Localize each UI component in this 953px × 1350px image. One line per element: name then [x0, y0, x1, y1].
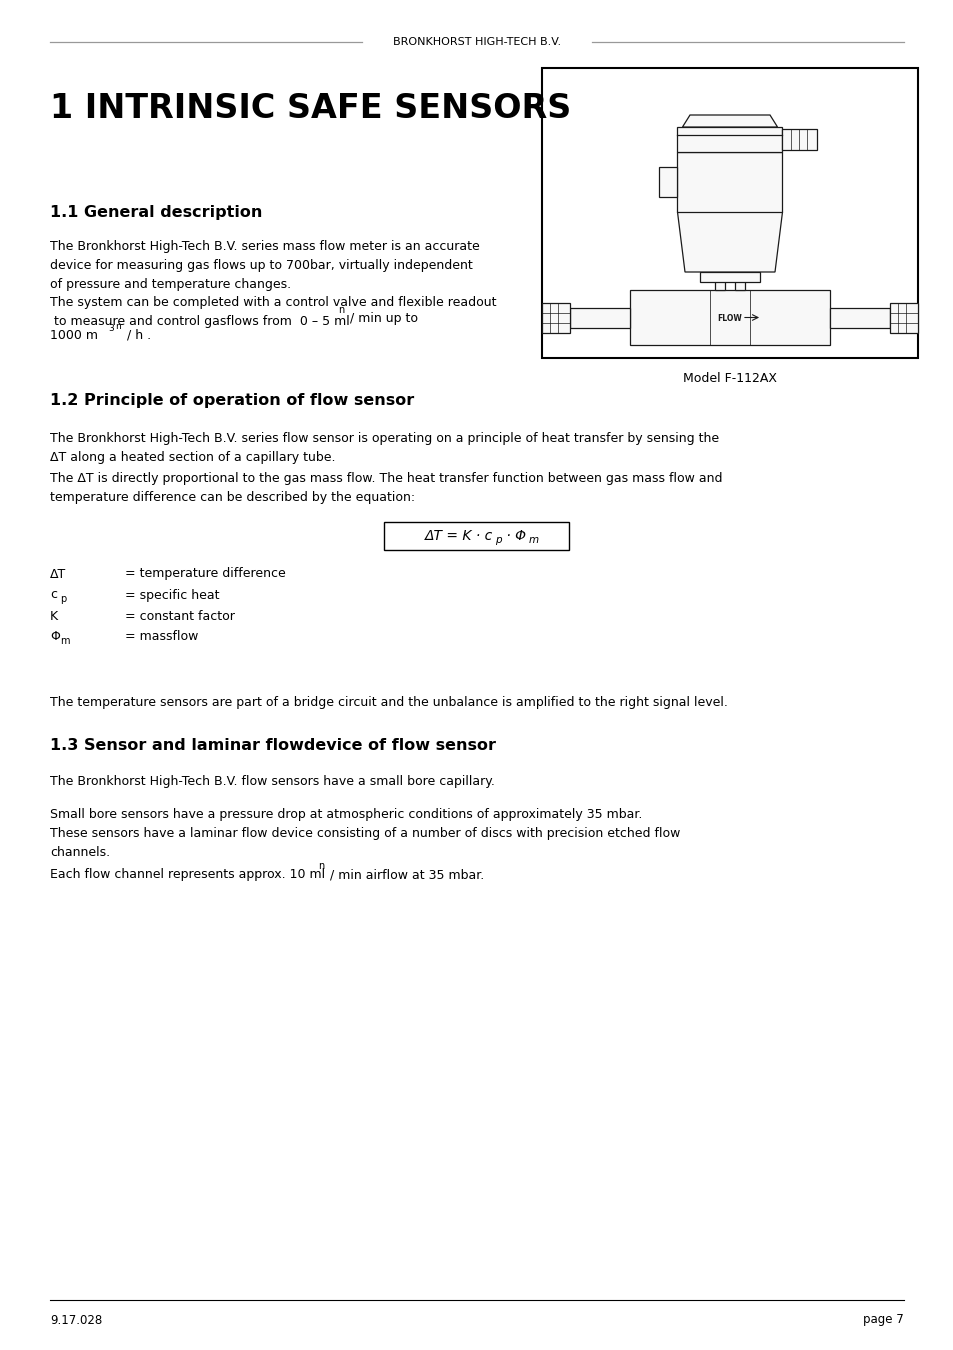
- Text: The Bronkhorst High-Tech B.V. series mass flow meter is an accurate
device for m: The Bronkhorst High-Tech B.V. series mas…: [50, 240, 479, 292]
- Bar: [734, 271, 744, 290]
- Text: 1000 m: 1000 m: [50, 329, 98, 342]
- Text: m: m: [60, 636, 70, 647]
- Bar: [700, 271, 760, 282]
- Text: FLOW: FLOW: [717, 315, 741, 323]
- Text: Small bore sensors have a pressure drop at atmospheric conditions of approximate: Small bore sensors have a pressure drop …: [50, 809, 679, 859]
- Bar: [541, 302, 569, 332]
- Bar: [889, 302, 917, 332]
- Text: The Bronkhorst High-Tech B.V. series flow sensor is operating on a principle of : The Bronkhorst High-Tech B.V. series flo…: [50, 432, 719, 464]
- Text: p: p: [495, 535, 501, 545]
- Text: p: p: [60, 594, 66, 603]
- Text: / h .: / h .: [123, 329, 151, 342]
- Text: · Φ: · Φ: [501, 529, 525, 543]
- Polygon shape: [681, 115, 777, 127]
- Text: 1.1 General description: 1.1 General description: [50, 204, 262, 220]
- Bar: [569, 308, 629, 328]
- Text: page 7: page 7: [862, 1314, 903, 1327]
- Text: Each flow channel represents approx. 10 ml: Each flow channel represents approx. 10 …: [50, 868, 325, 882]
- Text: n: n: [317, 861, 324, 871]
- Text: c: c: [50, 589, 57, 602]
- Text: = constant factor: = constant factor: [125, 609, 234, 622]
- Text: K: K: [50, 609, 58, 622]
- Text: n: n: [337, 305, 344, 315]
- Text: The Bronkhorst High-Tech B.V. flow sensors have a small bore capillary.: The Bronkhorst High-Tech B.V. flow senso…: [50, 775, 495, 788]
- Text: Φ: Φ: [50, 630, 60, 644]
- Text: 1.3 Sensor and laminar flowdevice of flow sensor: 1.3 Sensor and laminar flowdevice of flo…: [50, 738, 496, 753]
- Text: / min up to: / min up to: [346, 312, 417, 325]
- Text: The temperature sensors are part of a bridge circuit and the unbalance is amplif: The temperature sensors are part of a br…: [50, 697, 727, 709]
- Bar: [677, 127, 781, 153]
- Text: = specific heat: = specific heat: [125, 589, 219, 602]
- Text: The ΔT is directly proportional to the gas mass flow. The heat transfer function: The ΔT is directly proportional to the g…: [50, 472, 721, 504]
- Bar: [829, 308, 889, 328]
- Text: ΔT: ΔT: [50, 567, 66, 580]
- Bar: [629, 290, 829, 346]
- Polygon shape: [677, 212, 781, 271]
- Text: Model F-112AX: Model F-112AX: [682, 371, 776, 385]
- Text: BRONKHORST HIGH-TECH B.V.: BRONKHORST HIGH-TECH B.V.: [393, 36, 560, 47]
- Bar: [714, 271, 724, 290]
- Text: = massflow: = massflow: [125, 630, 198, 644]
- Text: m: m: [529, 535, 538, 545]
- Bar: [781, 130, 817, 150]
- Text: ΔT = K · c: ΔT = K · c: [424, 529, 493, 543]
- Bar: [541, 68, 917, 358]
- Text: 9.17.028: 9.17.028: [50, 1314, 102, 1327]
- Bar: [677, 153, 781, 212]
- Text: = temperature difference: = temperature difference: [125, 567, 286, 580]
- Text: n: n: [115, 323, 121, 331]
- Text: The system can be completed with a control valve and flexible readout
 to measur: The system can be completed with a contr…: [50, 296, 496, 328]
- Bar: [659, 167, 677, 197]
- Text: / min airflow at 35 mbar.: / min airflow at 35 mbar.: [326, 868, 484, 882]
- Text: 1 INTRINSIC SAFE SENSORS: 1 INTRINSIC SAFE SENSORS: [50, 92, 571, 124]
- Text: 3: 3: [108, 324, 113, 333]
- Text: 1.2 Principle of operation of flow sensor: 1.2 Principle of operation of flow senso…: [50, 393, 414, 408]
- Bar: [384, 522, 569, 549]
